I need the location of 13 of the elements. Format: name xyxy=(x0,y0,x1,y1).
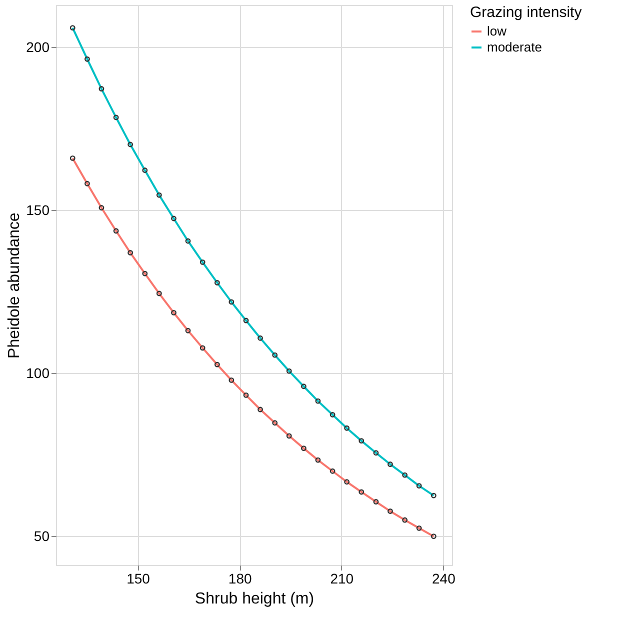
legend-title: Grazing intensity xyxy=(470,4,582,21)
legend-label: moderate xyxy=(487,40,542,54)
x-axis-title: Shrub height (m) xyxy=(194,590,314,608)
y-tick-label: 200 xyxy=(26,38,50,55)
y-tick-label: 150 xyxy=(26,202,50,218)
y-tick-label: 50 xyxy=(34,528,50,544)
y-axis-title: Pheidole abundance xyxy=(6,212,24,358)
x-tick-label: 180 xyxy=(228,570,252,586)
x-tick-label: 210 xyxy=(330,570,354,586)
x-tick-label: 150 xyxy=(126,570,150,586)
x-tick-label: 240 xyxy=(432,570,456,586)
legend-label: low xyxy=(487,24,508,38)
y-tick-label: 100 xyxy=(26,364,50,381)
